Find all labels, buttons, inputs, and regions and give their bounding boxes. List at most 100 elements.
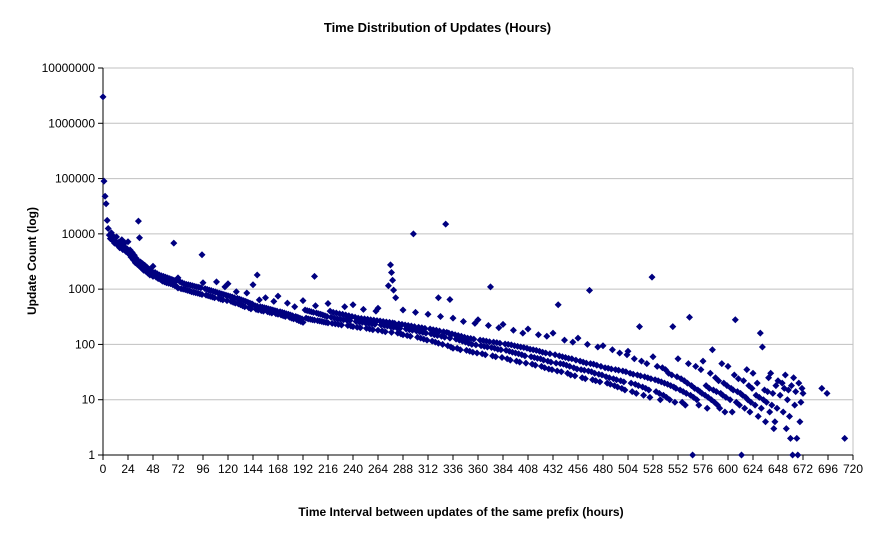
scatter-point bbox=[669, 323, 677, 331]
scatter-point bbox=[708, 346, 716, 354]
scatter-point bbox=[789, 451, 797, 459]
scatter-point bbox=[486, 338, 493, 346]
scatter-point bbox=[616, 349, 624, 357]
scatter-point bbox=[787, 434, 794, 442]
scatter-point bbox=[726, 396, 734, 404]
scatter-point bbox=[437, 313, 444, 320]
scatter-point bbox=[356, 324, 364, 332]
scatter-point bbox=[359, 305, 367, 313]
scatter-point bbox=[423, 336, 431, 344]
scatter-point bbox=[581, 375, 589, 383]
scatter-point bbox=[798, 384, 806, 392]
scatter-point bbox=[389, 276, 397, 284]
scatter-point bbox=[630, 355, 638, 363]
scatter-point bbox=[213, 278, 220, 286]
scatter-point bbox=[656, 396, 664, 404]
scatter-point bbox=[243, 289, 251, 297]
scatter-point bbox=[796, 418, 804, 426]
scatter-point bbox=[468, 340, 476, 348]
scatter-point bbox=[524, 325, 532, 333]
scatter-point bbox=[799, 389, 807, 397]
scatter-point bbox=[699, 357, 707, 365]
scatter-point bbox=[519, 329, 527, 337]
scatter-point bbox=[531, 361, 539, 369]
x-tick-label: 144 bbox=[243, 462, 263, 476]
scatter-point bbox=[632, 389, 640, 397]
scatter-point bbox=[684, 360, 692, 368]
scatter-point bbox=[758, 343, 766, 351]
scatter-point bbox=[773, 404, 781, 412]
x-tick-label: 504 bbox=[618, 462, 638, 476]
scatter-point bbox=[643, 360, 651, 368]
scatter-point bbox=[101, 192, 109, 200]
scatter-point bbox=[499, 320, 507, 328]
scatter-point bbox=[561, 336, 568, 344]
scatter-point bbox=[516, 358, 524, 366]
scatter-point bbox=[763, 398, 770, 406]
scatter-point bbox=[170, 239, 178, 247]
scatter-point bbox=[653, 362, 661, 370]
scatter-point bbox=[262, 294, 269, 302]
scatter-point bbox=[312, 302, 319, 310]
scatter-point bbox=[299, 318, 307, 326]
scatter-point bbox=[746, 408, 754, 416]
scatter-point bbox=[779, 408, 787, 416]
scatter-point bbox=[384, 282, 392, 290]
scatter-point bbox=[134, 217, 142, 225]
scatter-point bbox=[496, 339, 504, 347]
x-tick-label: 600 bbox=[718, 462, 738, 476]
scatter-point bbox=[706, 369, 714, 377]
x-axis-title: Time Interval between updates of the sam… bbox=[298, 505, 624, 519]
y-tick-label: 10000 bbox=[62, 227, 96, 241]
scatter-point bbox=[718, 360, 726, 368]
x-tick-label: 264 bbox=[368, 462, 388, 476]
scatter-point bbox=[692, 362, 700, 370]
scatter-point bbox=[470, 335, 478, 343]
scatter-point bbox=[738, 451, 745, 459]
scatter-point bbox=[492, 353, 500, 361]
scatter-point bbox=[506, 356, 514, 364]
scatter-point bbox=[324, 319, 332, 327]
scatter-point bbox=[766, 408, 774, 416]
scatter-point bbox=[534, 331, 542, 339]
x-tick-label: 576 bbox=[693, 462, 713, 476]
scatter-point bbox=[748, 384, 756, 392]
x-tick-label: 384 bbox=[493, 462, 513, 476]
y-tick-label: 100 bbox=[75, 337, 95, 351]
scatter-point bbox=[481, 351, 489, 359]
scatter-point bbox=[456, 346, 464, 354]
scatter-point bbox=[771, 418, 779, 426]
scatter-point bbox=[703, 404, 711, 412]
scatter-point bbox=[681, 401, 689, 409]
y-tick-label: 1000000 bbox=[48, 116, 95, 130]
scatter-point bbox=[369, 326, 377, 334]
scatter-point bbox=[522, 359, 530, 367]
scatter-point bbox=[424, 310, 432, 318]
scatter-point bbox=[548, 366, 556, 374]
scatter-point bbox=[697, 366, 705, 374]
scatter-point bbox=[724, 362, 732, 370]
scatter-point bbox=[795, 379, 803, 387]
x-tick-label: 0 bbox=[100, 462, 107, 476]
scatter-point bbox=[392, 294, 400, 302]
scatter-point bbox=[740, 377, 748, 385]
scatter-point bbox=[421, 324, 429, 332]
y-tick-label: 10000000 bbox=[42, 61, 96, 75]
scatter-point bbox=[747, 398, 755, 406]
scatter-point bbox=[649, 353, 657, 361]
scatter-point bbox=[487, 283, 494, 291]
scatter-point bbox=[645, 386, 653, 394]
x-tick-label: 336 bbox=[443, 462, 463, 476]
x-tick-label: 432 bbox=[543, 462, 563, 476]
scatter-point bbox=[388, 269, 395, 276]
scatter-point bbox=[113, 233, 120, 241]
scatter-point bbox=[624, 347, 632, 355]
y-tick-label: 1 bbox=[88, 448, 95, 462]
scatter-point bbox=[270, 297, 278, 305]
scatter-point bbox=[734, 375, 742, 383]
scatter-point bbox=[607, 365, 615, 373]
x-tick-label: 312 bbox=[418, 462, 438, 476]
scatter-point bbox=[741, 404, 749, 412]
